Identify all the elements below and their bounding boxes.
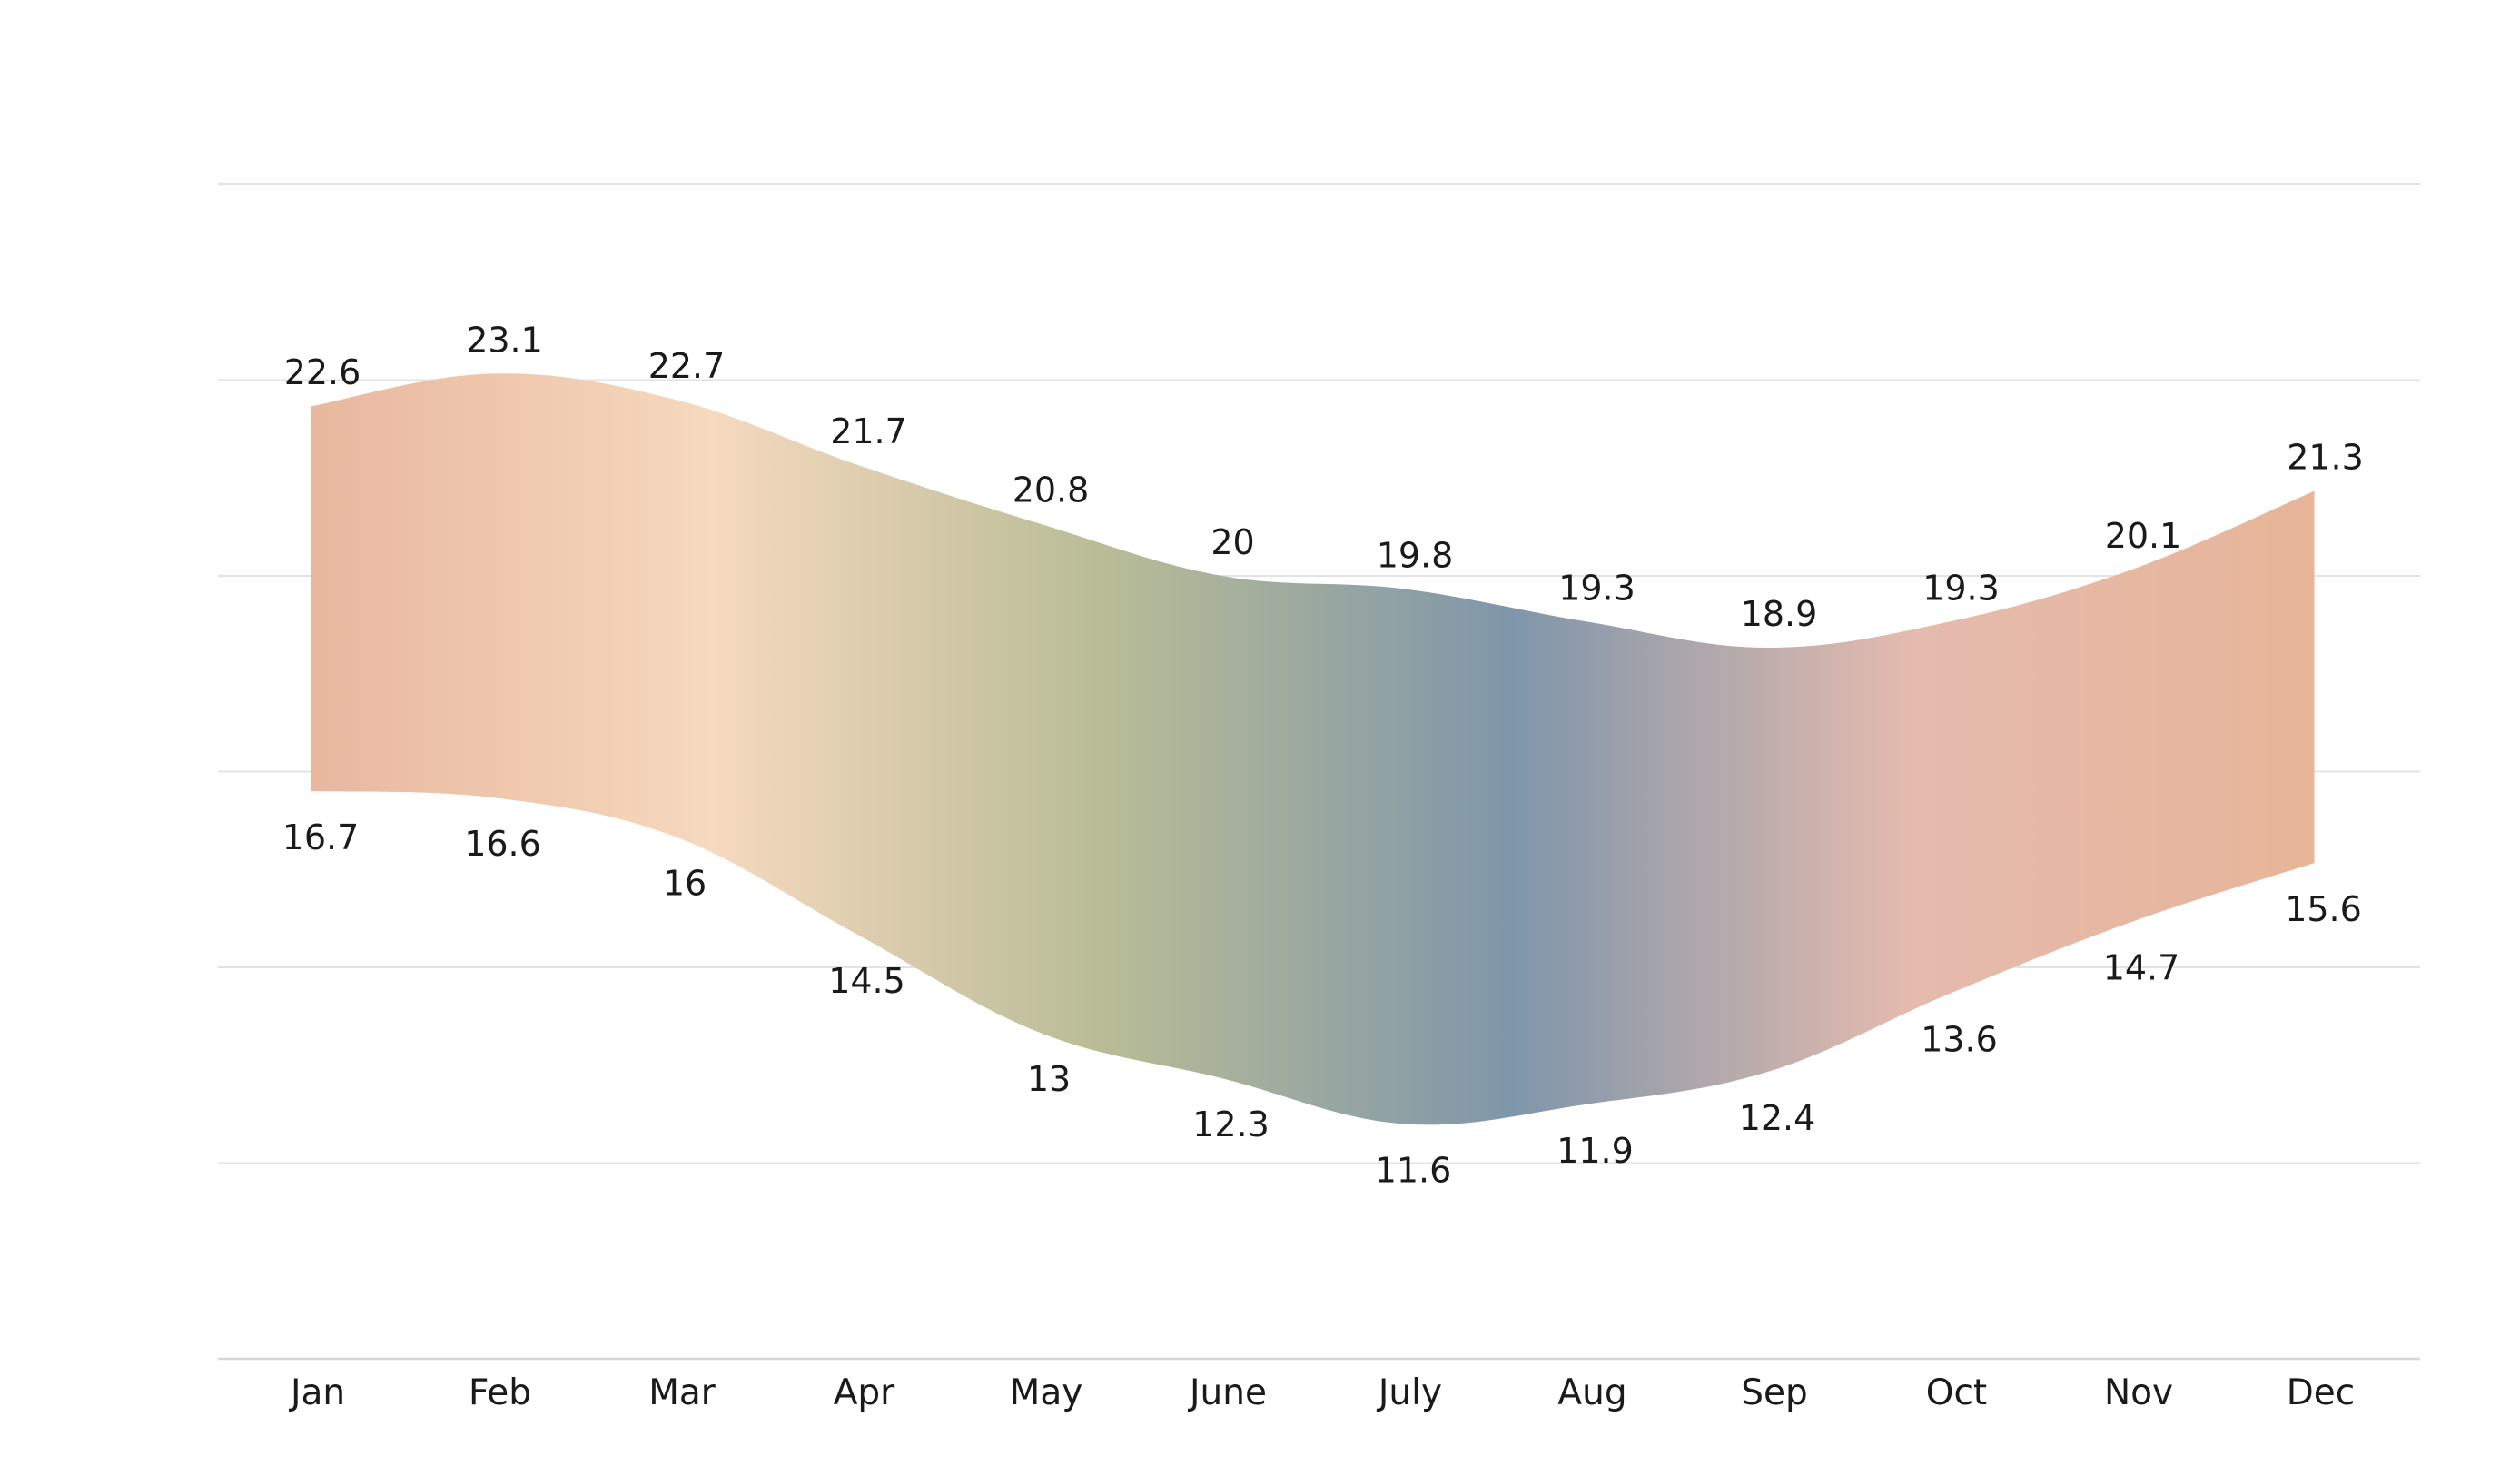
low-value-label: 16.7	[282, 817, 360, 857]
high-value-label: 19.3	[1558, 568, 1636, 608]
x-tick-label: Dec	[2287, 1372, 2355, 1413]
low-value-label: 14.7	[2103, 948, 2180, 988]
high-value-label: 20.1	[2105, 516, 2182, 556]
x-tick-label: June	[1187, 1372, 1267, 1413]
low-value-label: 13	[1027, 1059, 1071, 1099]
x-tick-label: May	[1010, 1372, 1083, 1413]
high-value-label: 19.8	[1377, 535, 1454, 575]
x-tick-label: Nov	[2104, 1372, 2173, 1413]
high-value-label: 20.8	[1013, 471, 1090, 510]
low-value-label: 16	[663, 863, 707, 903]
high-value-label: 18.9	[1741, 594, 1818, 634]
low-value-label: 16.6	[464, 824, 541, 864]
x-tick-label: Aug	[1557, 1372, 1626, 1413]
high-value-label: 21.7	[830, 411, 907, 451]
low-value-label: 13.6	[1921, 1020, 1998, 1060]
x-tick-label: Mar	[648, 1372, 716, 1413]
low-value-label: 14.5	[828, 961, 905, 1001]
x-tick-label: July	[1376, 1372, 1442, 1413]
x-tick-label: Oct	[1926, 1372, 1987, 1413]
low-value-label: 12.3	[1192, 1104, 1270, 1144]
high-value-label: 23.1	[466, 320, 543, 360]
low-value-label: 15.6	[2285, 889, 2362, 929]
temperature-range-band	[311, 373, 2315, 1125]
x-tick-label: Sep	[1741, 1372, 1808, 1413]
low-value-label: 11.6	[1375, 1150, 1452, 1190]
low-value-label: 12.4	[1739, 1098, 1816, 1138]
x-axis-ticks: Jan Feb Mar Apr May June July Aug Sep Oct Nov Dec	[288, 1372, 2355, 1413]
high-value-label: 22.6	[284, 352, 361, 392]
x-tick-label: Jan	[288, 1372, 345, 1413]
x-tick-label: Apr	[834, 1372, 895, 1413]
high-value-label: 22.7	[648, 346, 726, 386]
high-value-label: 19.3	[1922, 568, 2000, 608]
x-tick-label: Feb	[469, 1372, 531, 1413]
data-labels: 22.6 23.1 22.7 21.7 20.8 20 19.8 19.3 18.9 19.3 20…	[282, 320, 2364, 1190]
low-value-label: 11.9	[1556, 1131, 1634, 1171]
high-value-label: 20	[1211, 522, 1254, 562]
high-value-label: 21.3	[2287, 438, 2364, 478]
